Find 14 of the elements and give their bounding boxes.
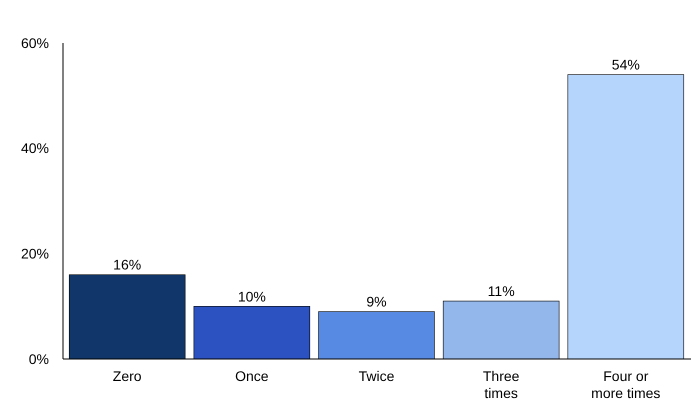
x-tick-label: Twice (358, 368, 395, 384)
data-label: 11% (488, 283, 515, 300)
data-label: 9% (366, 294, 387, 310)
data-label: 10% (238, 288, 266, 304)
y-tick-label: 0% (28, 350, 49, 367)
data-label: 16% (113, 256, 142, 273)
x-tick-label: Three times (482, 368, 520, 401)
x-tick-label: Zero (112, 368, 142, 384)
data-label: 54% (612, 56, 640, 73)
y-tick-label: 40% (20, 140, 49, 156)
y-tick-label: 20% (20, 246, 49, 262)
x-tick-label: Four or more times (591, 368, 660, 401)
x-tick-label: Once (235, 368, 269, 384)
y-tick-label: 60% (20, 34, 49, 51)
